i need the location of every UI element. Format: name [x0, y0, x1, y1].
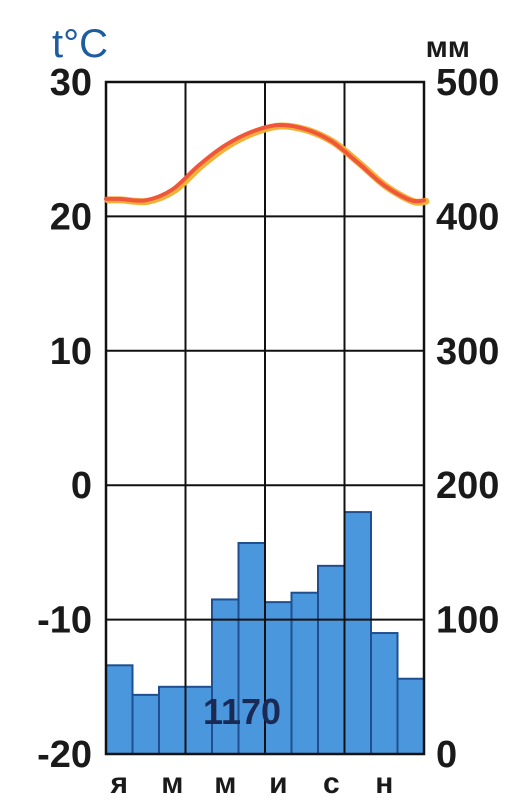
- temperature-curve-group: [104, 122, 430, 206]
- temperature-curve: [104, 122, 426, 204]
- month-label: я: [110, 767, 129, 800]
- left-tick-label: 20: [50, 196, 92, 238]
- right-axis-unit: мм: [426, 31, 470, 64]
- month-label: и: [269, 767, 287, 800]
- left-axis-unit: t°C: [52, 22, 108, 66]
- left-tick-label: 10: [50, 331, 92, 373]
- month-label: с: [323, 767, 340, 800]
- right-tick-label: 100: [436, 600, 499, 642]
- left-axis-ticks: 30 20 10 0 -10 -20: [37, 62, 92, 776]
- precipitation-bar-2: [131, 693, 160, 755]
- precipitation-bar-6: [237, 541, 266, 755]
- precipitation-bar-3: [158, 685, 187, 755]
- precipitation-bar-8: [290, 591, 319, 755]
- right-tick-label: 400: [436, 196, 499, 238]
- left-tick-label: 30: [50, 62, 92, 104]
- right-axis-ticks: 500 400 300 200 100 0: [436, 62, 499, 776]
- right-tick-label: 200: [436, 465, 499, 507]
- month-label: м: [161, 767, 183, 800]
- left-tick-label: -10: [37, 600, 92, 642]
- temperature-curve-shade: [104, 122, 430, 206]
- precipitation-bar-10: [343, 511, 372, 756]
- right-tick-label: 0: [436, 734, 457, 776]
- annual-precipitation-label: 1170: [203, 691, 281, 732]
- left-tick-label: -20: [37, 734, 92, 776]
- precipitation-bar-12: [396, 677, 425, 755]
- month-label: м: [214, 767, 236, 800]
- month-label: н: [375, 767, 393, 800]
- precipitation-bar-1: [105, 664, 134, 755]
- precipitation-bar-9: [317, 564, 346, 756]
- right-tick-label: 500: [436, 62, 499, 104]
- chart-grid: [104, 80, 426, 756]
- precipitation-bar-11: [370, 632, 399, 755]
- right-tick-label: 300: [436, 331, 499, 373]
- left-tick-label: 0: [71, 465, 92, 507]
- plot-frame: [104, 80, 426, 756]
